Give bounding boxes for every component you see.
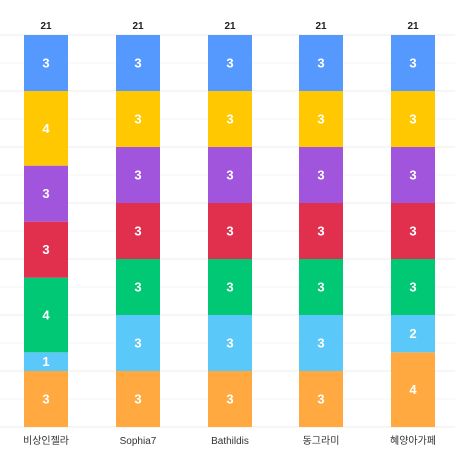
bar-segment	[299, 91, 343, 147]
bar-segment	[116, 203, 160, 259]
segment-value-label: 4	[42, 121, 50, 136]
category-label: Sophia7	[120, 436, 157, 447]
segment-value-label: 4	[42, 308, 50, 323]
segment-value-label: 3	[42, 56, 49, 71]
segment-value-label: 3	[134, 168, 141, 183]
bar-segment	[208, 371, 252, 427]
segment-value-label: 3	[226, 112, 233, 127]
segment-value-label: 3	[226, 336, 233, 351]
bar-segment	[391, 315, 435, 353]
segment-value-label: 3	[317, 112, 324, 127]
segment-value-label: 3	[317, 168, 324, 183]
segment-value-label: 2	[409, 326, 416, 341]
category-label: 혜양아가페	[390, 435, 436, 447]
bar-segment	[299, 203, 343, 259]
bar-segment	[299, 35, 343, 91]
segment-value-label: 3	[317, 280, 324, 295]
segment-value-label: 3	[317, 392, 324, 407]
total-labels: 21 21 21 21 21	[40, 21, 419, 32]
bar-segment	[116, 147, 160, 203]
segment-value-label: 3	[134, 392, 141, 407]
segment-value-label: 3	[226, 56, 233, 71]
bar-segment	[391, 352, 435, 427]
bar-segment	[299, 259, 343, 315]
bar-segment	[208, 259, 252, 315]
bar-segment	[391, 147, 435, 203]
bar-segment	[208, 203, 252, 259]
bar-segment	[116, 371, 160, 427]
segment-value-label: 3	[409, 224, 416, 239]
bar-segment	[208, 35, 252, 91]
segment-value-label: 3	[42, 392, 49, 407]
segment-value-label: 3	[409, 112, 416, 127]
segment-value-label: 3	[317, 224, 324, 239]
bar-segment	[391, 203, 435, 259]
bar-segment	[299, 371, 343, 427]
segment-value-label: 3	[134, 224, 141, 239]
bar-segment	[116, 315, 160, 371]
category-labels: 비상인젤라 Sophia7 Bathildis 동그라미 혜양아가페	[23, 435, 436, 447]
segment-value-label: 3	[317, 336, 324, 351]
segment-value-label: 1	[42, 354, 49, 369]
bar-segment	[391, 35, 435, 91]
segment-value-label: 3	[409, 56, 416, 71]
bar-segment	[116, 91, 160, 147]
bar-segment	[116, 259, 160, 315]
bar-segment	[208, 147, 252, 203]
total-value-label: 21	[315, 21, 327, 32]
total-value-label: 21	[132, 21, 144, 32]
segment-value-label: 3	[317, 56, 324, 71]
bar-segment	[391, 259, 435, 315]
segment-value-label: 3	[134, 336, 141, 351]
bar-segment	[208, 315, 252, 371]
bar-segment	[391, 91, 435, 147]
bar-segment	[299, 315, 343, 371]
bar-segment	[24, 371, 68, 427]
bar-segment	[24, 165, 68, 222]
segment-value-label: 3	[226, 224, 233, 239]
total-value-label: 21	[407, 21, 419, 32]
segment-value-label: 4	[409, 382, 417, 397]
bar-segment	[24, 277, 68, 353]
total-value-label: 21	[224, 21, 236, 32]
segment-value-label: 3	[226, 168, 233, 183]
bar-segment	[24, 91, 68, 166]
category-label: 동그라미	[303, 435, 340, 447]
bar-stacks: 3 1 4 3 3 4 3 3 3 3 3 3 3 3 3 3 3 3 3 3 3 3 3 3 3 3 3 3 4 2 3 3 3 3 3	[24, 35, 435, 427]
segment-value-label: 3	[134, 112, 141, 127]
segment-value-label: 3	[42, 242, 49, 257]
bar-segment	[24, 35, 68, 91]
segment-value-label: 3	[42, 186, 49, 201]
bar-segment	[299, 147, 343, 203]
segment-value-label: 3	[409, 168, 416, 183]
segment-value-label: 3	[226, 280, 233, 295]
bar-segment	[208, 91, 252, 147]
segment-value-label: 3	[134, 280, 141, 295]
segment-value-label: 3	[134, 56, 141, 71]
category-label: Bathildis	[211, 436, 249, 447]
bar-segment	[24, 221, 68, 278]
category-label: 비상인젤라	[23, 435, 69, 447]
segment-value-label: 3	[409, 280, 416, 295]
bar-segment	[24, 352, 68, 371]
segment-value-label: 3	[226, 392, 233, 407]
bar-segment	[116, 35, 160, 91]
total-value-label: 21	[40, 21, 52, 32]
